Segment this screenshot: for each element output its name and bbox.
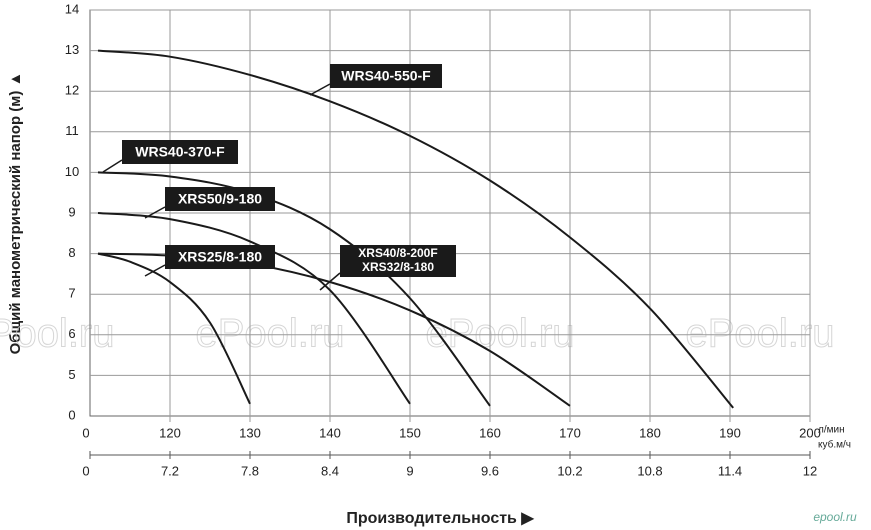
y-tick-label: 7	[68, 286, 75, 301]
x2-tick-label: 11.4	[718, 463, 742, 478]
x-tick-label: 190	[719, 425, 741, 440]
x2-tick-label: 8.4	[321, 463, 339, 478]
curve	[97, 171, 491, 407]
label-box	[340, 245, 456, 277]
y-axis-label: Общий манометрический напор (м) ▲	[7, 72, 24, 355]
x2-tick-label: 7.2	[161, 463, 179, 478]
y-tick-label: 5	[68, 367, 75, 382]
x2-tick-label: 9.6	[481, 463, 499, 478]
label-box	[165, 245, 275, 269]
curve-label: WRS40-370-F	[135, 144, 225, 160]
x-tick-label: 120	[159, 425, 181, 440]
curve-label: WRS40-550-F	[341, 68, 431, 84]
watermark: ePool.ru	[686, 312, 835, 356]
x2-tick-label: 7.8	[241, 463, 259, 478]
x-tick-label: 170	[559, 425, 581, 440]
x2-tick-label: 10.8	[637, 463, 662, 478]
y-tick-label: 11	[65, 123, 79, 138]
x2-tick-label: 9	[406, 463, 413, 478]
x2-unit: куб.м/ч	[818, 439, 851, 451]
x-unit: л/мин	[818, 425, 845, 436]
x2-tick-label: 12	[803, 463, 817, 478]
curve-label: XRS25/8-180	[178, 249, 262, 265]
y-tick-label: 10	[65, 164, 79, 179]
x-tick-label: 140	[319, 425, 341, 440]
x-tick-label: 160	[479, 425, 501, 440]
y-tick-label: 8	[68, 245, 75, 260]
y-tick-label: 13	[65, 42, 79, 57]
x-tick-label: 130	[239, 425, 261, 440]
watermark: ePool.ru	[426, 312, 575, 356]
x-axis-label: Производительность ▶	[346, 510, 534, 527]
x2-tick-label: 10.2	[557, 463, 582, 478]
leader-line	[319, 272, 341, 291]
curve-label: XRS40/8-200F	[358, 246, 437, 260]
y-tick-label: 9	[68, 204, 75, 219]
x-tick-label: 0	[82, 425, 89, 440]
watermark: ePool.ru	[196, 312, 345, 356]
y-tick-label: 6	[68, 326, 75, 341]
watermark: epool.ru	[813, 510, 857, 524]
leader-line	[144, 264, 166, 277]
curve	[97, 252, 251, 405]
x-tick-label: 150	[399, 425, 421, 440]
x2-tick-label: 0	[82, 463, 89, 478]
y-tick-label: 14	[65, 1, 79, 16]
y-tick-label: 0	[68, 407, 75, 422]
label-box	[330, 64, 442, 88]
watermark: ePool.ru	[0, 312, 114, 356]
curve-label: XRS50/9-180	[178, 191, 262, 207]
label-box	[122, 140, 238, 164]
curve	[97, 212, 411, 405]
leader-line	[102, 159, 123, 173]
x-tick-label: 180	[639, 425, 661, 440]
curve-label: XRS32/8-180	[362, 260, 434, 274]
y-tick-label: 12	[65, 83, 79, 98]
curve	[97, 49, 734, 409]
x-tick-label: 200	[799, 425, 821, 440]
label-box	[165, 187, 275, 211]
leader-line	[309, 83, 331, 96]
leader-line	[144, 206, 166, 219]
